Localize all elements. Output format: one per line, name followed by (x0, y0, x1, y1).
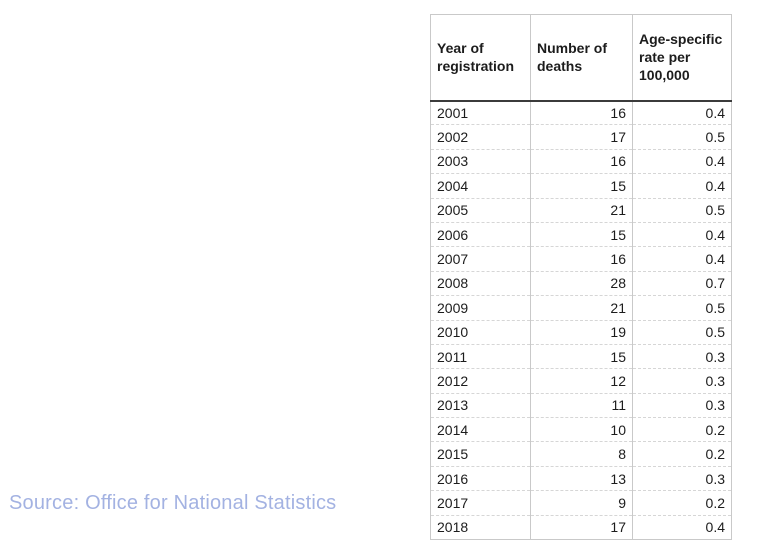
cell-year: 2011 (430, 343, 531, 369)
cell-rate: 0.5 (632, 124, 732, 150)
cell-year: 2012 (430, 368, 531, 394)
cell-year: 2009 (430, 295, 531, 321)
cell-year: 2004 (430, 173, 531, 199)
cell-year: 2007 (430, 246, 531, 272)
cell-year: 2008 (430, 270, 531, 296)
cell-rate: 0.4 (632, 148, 732, 174)
cell-year: 2010 (430, 319, 531, 345)
cell-rate: 0.4 (632, 514, 732, 540)
cell-year: 2003 (430, 148, 531, 174)
cell-deaths: 12 (530, 368, 633, 394)
cell-deaths: 16 (530, 100, 633, 125)
cell-deaths: 8 (530, 441, 633, 467)
cell-rate: 0.3 (632, 368, 732, 394)
table-row: 2017 9 0.2 (430, 490, 732, 516)
table-row: 2004 15 0.4 (430, 173, 732, 199)
cell-year: 2017 (430, 490, 531, 516)
table-row: 2015 8 0.2 (430, 441, 732, 467)
cell-year: 2015 (430, 441, 531, 467)
cell-deaths: 19 (530, 319, 633, 345)
cell-deaths: 16 (530, 148, 633, 174)
cell-year: 2001 (430, 100, 531, 125)
cell-year: 2018 (430, 514, 531, 540)
source-caption: Source: Office for National Statistics (9, 492, 337, 514)
table-row: 2013 11 0.3 (430, 392, 732, 418)
cell-deaths: 11 (530, 392, 633, 418)
cell-rate: 0.4 (632, 221, 732, 247)
table-body: 2001 16 0.4 2002 17 0.5 2003 16 0.4 2004 15 0.4 2005… (430, 100, 732, 540)
cell-deaths: 16 (530, 246, 633, 272)
cell-rate: 0.2 (632, 441, 732, 467)
cell-rate: 0.2 (632, 417, 732, 442)
cell-deaths: 13 (530, 465, 633, 491)
table-row: 2002 17 0.5 (430, 124, 732, 150)
cell-rate: 0.5 (632, 295, 732, 321)
cell-deaths: 28 (530, 270, 633, 296)
table-row: 2003 16 0.4 (430, 148, 732, 174)
cell-deaths: 17 (530, 124, 633, 150)
cell-rate: 0.4 (632, 100, 732, 125)
cell-rate: 0.7 (632, 270, 732, 296)
column-header-age-specific-rate: Age-specific rate per 100,000 (632, 14, 732, 102)
table-row: 2012 12 0.3 (430, 368, 732, 394)
cell-year: 2005 (430, 197, 531, 223)
cell-deaths: 10 (530, 417, 633, 442)
table-row: 2010 19 0.5 (430, 319, 732, 345)
cell-deaths: 15 (530, 221, 633, 247)
table-row: 2005 21 0.5 (430, 197, 732, 223)
table-row: 2006 15 0.4 (430, 221, 732, 247)
cell-rate: 0.5 (632, 319, 732, 345)
cell-deaths: 9 (530, 490, 633, 516)
cell-rate: 0.5 (632, 197, 732, 223)
deaths-statistics-table: Year of registration Number of deaths Ag… (430, 14, 732, 541)
cell-year: 2002 (430, 124, 531, 150)
cell-year: 2014 (430, 417, 531, 442)
cell-deaths: 15 (530, 173, 633, 199)
cell-rate: 0.3 (632, 465, 732, 491)
cell-year: 2013 (430, 392, 531, 418)
table-row: 2014 10 0.2 (430, 417, 732, 442)
cell-rate: 0.4 (632, 173, 732, 199)
table-row: 2008 28 0.7 (430, 270, 732, 296)
table-row: 2001 16 0.4 (430, 100, 732, 125)
cell-deaths: 17 (530, 514, 633, 540)
cell-rate: 0.4 (632, 246, 732, 272)
cell-rate: 0.2 (632, 490, 732, 516)
cell-deaths: 15 (530, 343, 633, 369)
cell-year: 2006 (430, 221, 531, 247)
table-row: 2018 17 0.4 (430, 514, 732, 540)
table-row: 2007 16 0.4 (430, 246, 732, 272)
table-row: 2016 13 0.3 (430, 465, 732, 491)
table-header-row: Year of registration Number of deaths Ag… (430, 14, 732, 102)
cell-rate: 0.3 (632, 343, 732, 369)
column-header-number-of-deaths: Number of deaths (530, 14, 633, 102)
table-row: 2009 21 0.5 (430, 295, 732, 321)
cell-year: 2016 (430, 465, 531, 491)
cell-deaths: 21 (530, 295, 633, 321)
table-row: 2011 15 0.3 (430, 343, 732, 369)
cell-rate: 0.3 (632, 392, 732, 418)
cell-deaths: 21 (530, 197, 633, 223)
column-header-year-of-registration: Year of registration (430, 14, 531, 102)
